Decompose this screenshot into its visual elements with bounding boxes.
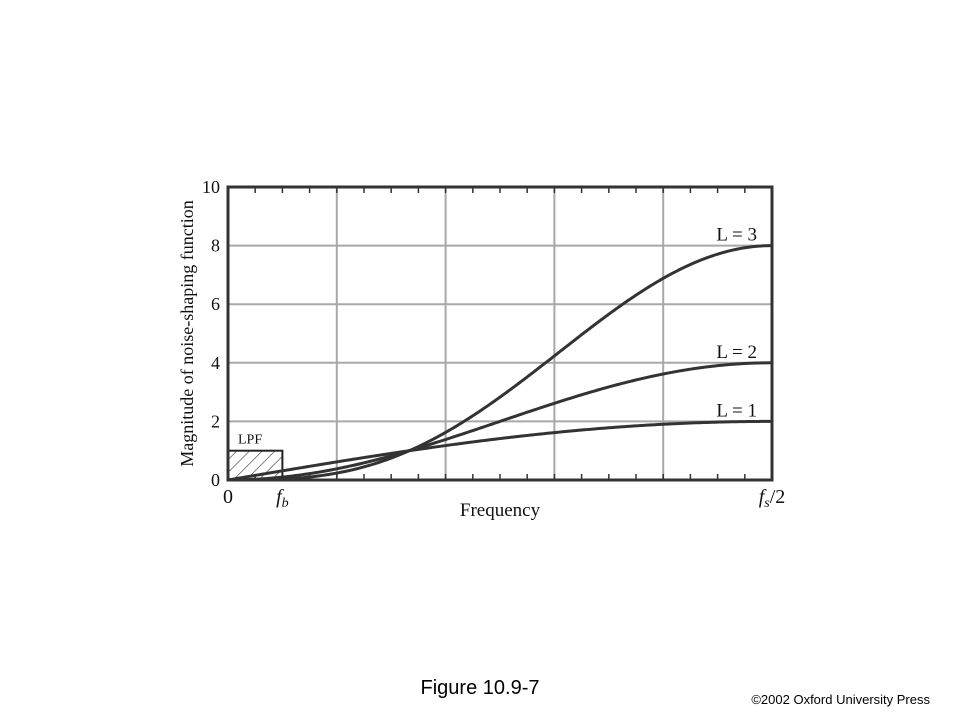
series-label-3: L = 3 (716, 225, 757, 246)
series-label-1: L = 1 (716, 400, 757, 421)
x-tick-label: fb (276, 486, 289, 511)
y-axis-label: Magnitude of noise-shaping function (177, 200, 197, 466)
y-tick-label: 4 (211, 353, 220, 373)
copyright-notice: ©2002 Oxford University Press (751, 692, 930, 707)
series-line-1 (227, 419, 772, 482)
series-line-3 (228, 244, 773, 482)
series-label-2: L = 2 (716, 342, 757, 363)
series-line-2 (227, 361, 773, 482)
grid (228, 187, 772, 480)
series-lines (227, 244, 773, 482)
lpf-label: LPF (238, 433, 262, 448)
plot-frame (226, 185, 774, 482)
minor-ticks (254, 187, 746, 480)
x-axis-label: Frequency (460, 500, 541, 521)
x-tick-labels: 0 fb fs/2 (223, 486, 785, 511)
y-tick-label: 6 (211, 294, 220, 314)
x-tick-label: 0 (223, 486, 233, 508)
y-tick-label: 10 (202, 177, 220, 197)
series-labels: L = 1 L = 2 L = 3 (716, 225, 757, 422)
y-tick-label: 8 (211, 236, 220, 256)
y-tick-labels: 0 2 4 6 8 10 (202, 177, 220, 490)
y-tick-label: 2 (211, 411, 220, 431)
figure-caption: Figure 10.9-7 (420, 677, 540, 699)
y-tick-label: 0 (211, 470, 220, 490)
x-tick-label: fs/2 (759, 486, 786, 511)
